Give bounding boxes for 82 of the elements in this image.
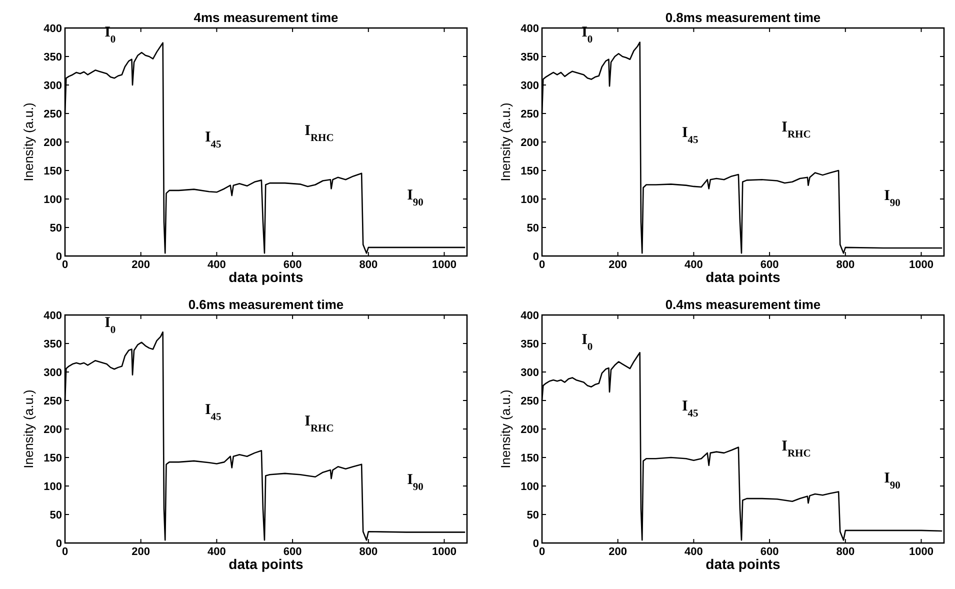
y-tick-label: 50 bbox=[526, 509, 539, 522]
annotation: I$_{RHC}$ bbox=[304, 123, 334, 144]
x-tick-label: 600 bbox=[760, 546, 779, 558]
x-tick-label: 800 bbox=[836, 546, 855, 558]
y-tick-label: 400 bbox=[520, 22, 539, 35]
x-tick-label: 1000 bbox=[909, 546, 934, 558]
y-tick-label: 300 bbox=[520, 80, 539, 92]
chart-title: 0.6ms measurement time bbox=[188, 297, 344, 312]
annotation: I$_{RHC}$ bbox=[782, 438, 811, 460]
y-tick-label: 250 bbox=[520, 395, 539, 408]
y-tick-label: 100 bbox=[44, 194, 62, 206]
chart-title: 4ms measurement time bbox=[194, 10, 338, 25]
x-tick-label: 800 bbox=[836, 259, 855, 271]
x-tick-label: 400 bbox=[684, 259, 703, 271]
y-tick-label: 50 bbox=[50, 222, 62, 234]
y-tick-label: 150 bbox=[520, 452, 539, 464]
x-tick-label: 600 bbox=[283, 259, 302, 271]
chart-title: 0.4ms measurement time bbox=[665, 297, 821, 312]
y-tick-label: 0 bbox=[532, 250, 539, 263]
x-tick-label: 1000 bbox=[909, 259, 934, 271]
y-tick-label: 400 bbox=[44, 22, 62, 35]
y-tick-label: 200 bbox=[520, 136, 539, 149]
x-tick-label: 400 bbox=[208, 259, 226, 271]
x-tick-label: 200 bbox=[132, 259, 150, 271]
y-tick-label: 100 bbox=[520, 480, 539, 493]
x-tick-label: 200 bbox=[132, 546, 150, 558]
y-tick-label: 400 bbox=[520, 310, 539, 322]
annotation: I$_{RHC}$ bbox=[782, 120, 811, 140]
x-axis-title: data points bbox=[228, 269, 304, 285]
y-axis-title: Inensity (a.u.) bbox=[498, 102, 513, 182]
x-tick-label: 600 bbox=[760, 259, 779, 271]
y-tick-label: 50 bbox=[526, 222, 539, 234]
y-tick-label: 100 bbox=[520, 194, 539, 206]
y-tick-label: 200 bbox=[44, 136, 62, 149]
y-tick-label: 400 bbox=[44, 310, 62, 322]
y-axis-title: Inensity (a.u.) bbox=[21, 102, 36, 182]
y-tick-label: 150 bbox=[44, 165, 62, 178]
x-tick-label: 800 bbox=[359, 546, 378, 558]
y-tick-label: 50 bbox=[50, 509, 62, 522]
y-tick-label: 200 bbox=[44, 424, 62, 436]
annotation: I$_{90}$ bbox=[407, 472, 424, 493]
annotation: I$_{0}$ bbox=[582, 332, 593, 352]
x-tick-label: 200 bbox=[608, 546, 628, 558]
y-tick-label: 250 bbox=[520, 108, 539, 120]
x-tick-label: 600 bbox=[283, 546, 302, 558]
y-tick-label: 350 bbox=[520, 338, 539, 350]
y-tick-label: 250 bbox=[44, 395, 62, 408]
y-axis-title: Inensity (a.u.) bbox=[498, 390, 513, 468]
y-tick-label: 0 bbox=[532, 538, 539, 550]
annotation: I$_{45}$ bbox=[204, 129, 222, 150]
y-tick-label: 300 bbox=[44, 366, 62, 379]
y-tick-label: 300 bbox=[520, 366, 539, 379]
annotation: I$_{90}$ bbox=[407, 187, 424, 208]
y-tick-label: 300 bbox=[44, 80, 62, 92]
chart-title: 0.8ms measurement time bbox=[665, 10, 821, 25]
x-tick-label: 1000 bbox=[432, 259, 456, 271]
x-tick-label: 400 bbox=[208, 546, 226, 558]
y-tick-label: 100 bbox=[44, 480, 62, 493]
annotation: I$_{45}$ bbox=[204, 402, 222, 423]
x-axis-title: data points bbox=[706, 556, 781, 572]
y-tick-label: 0 bbox=[56, 538, 62, 550]
annotation: I$_{90}$ bbox=[884, 470, 900, 491]
y-tick-label: 250 bbox=[44, 108, 62, 120]
x-tick-label: 800 bbox=[359, 259, 378, 271]
annotation: I$_{45}$ bbox=[682, 398, 698, 420]
y-tick-label: 350 bbox=[44, 338, 62, 350]
y-tick-label: 0 bbox=[56, 250, 62, 263]
y-tick-label: 150 bbox=[44, 452, 62, 464]
x-tick-label: 1000 bbox=[432, 546, 456, 558]
y-tick-label: 350 bbox=[44, 51, 62, 64]
annotation: I$_{90}$ bbox=[884, 188, 900, 209]
x-tick-label: 400 bbox=[684, 546, 703, 558]
y-tick-label: 150 bbox=[520, 165, 539, 178]
y-axis-title: Inensity (a.u.) bbox=[21, 390, 36, 468]
y-tick-label: 350 bbox=[520, 51, 539, 64]
x-tick-label: 200 bbox=[608, 259, 628, 271]
x-axis-title: data points bbox=[228, 556, 304, 572]
annotation: I$_{RHC}$ bbox=[304, 413, 334, 434]
x-axis-title: data points bbox=[706, 269, 781, 285]
annotation: I$_{45}$ bbox=[682, 124, 698, 146]
annotation: I$_{0}$ bbox=[104, 314, 116, 336]
y-tick-label: 200 bbox=[520, 424, 539, 436]
